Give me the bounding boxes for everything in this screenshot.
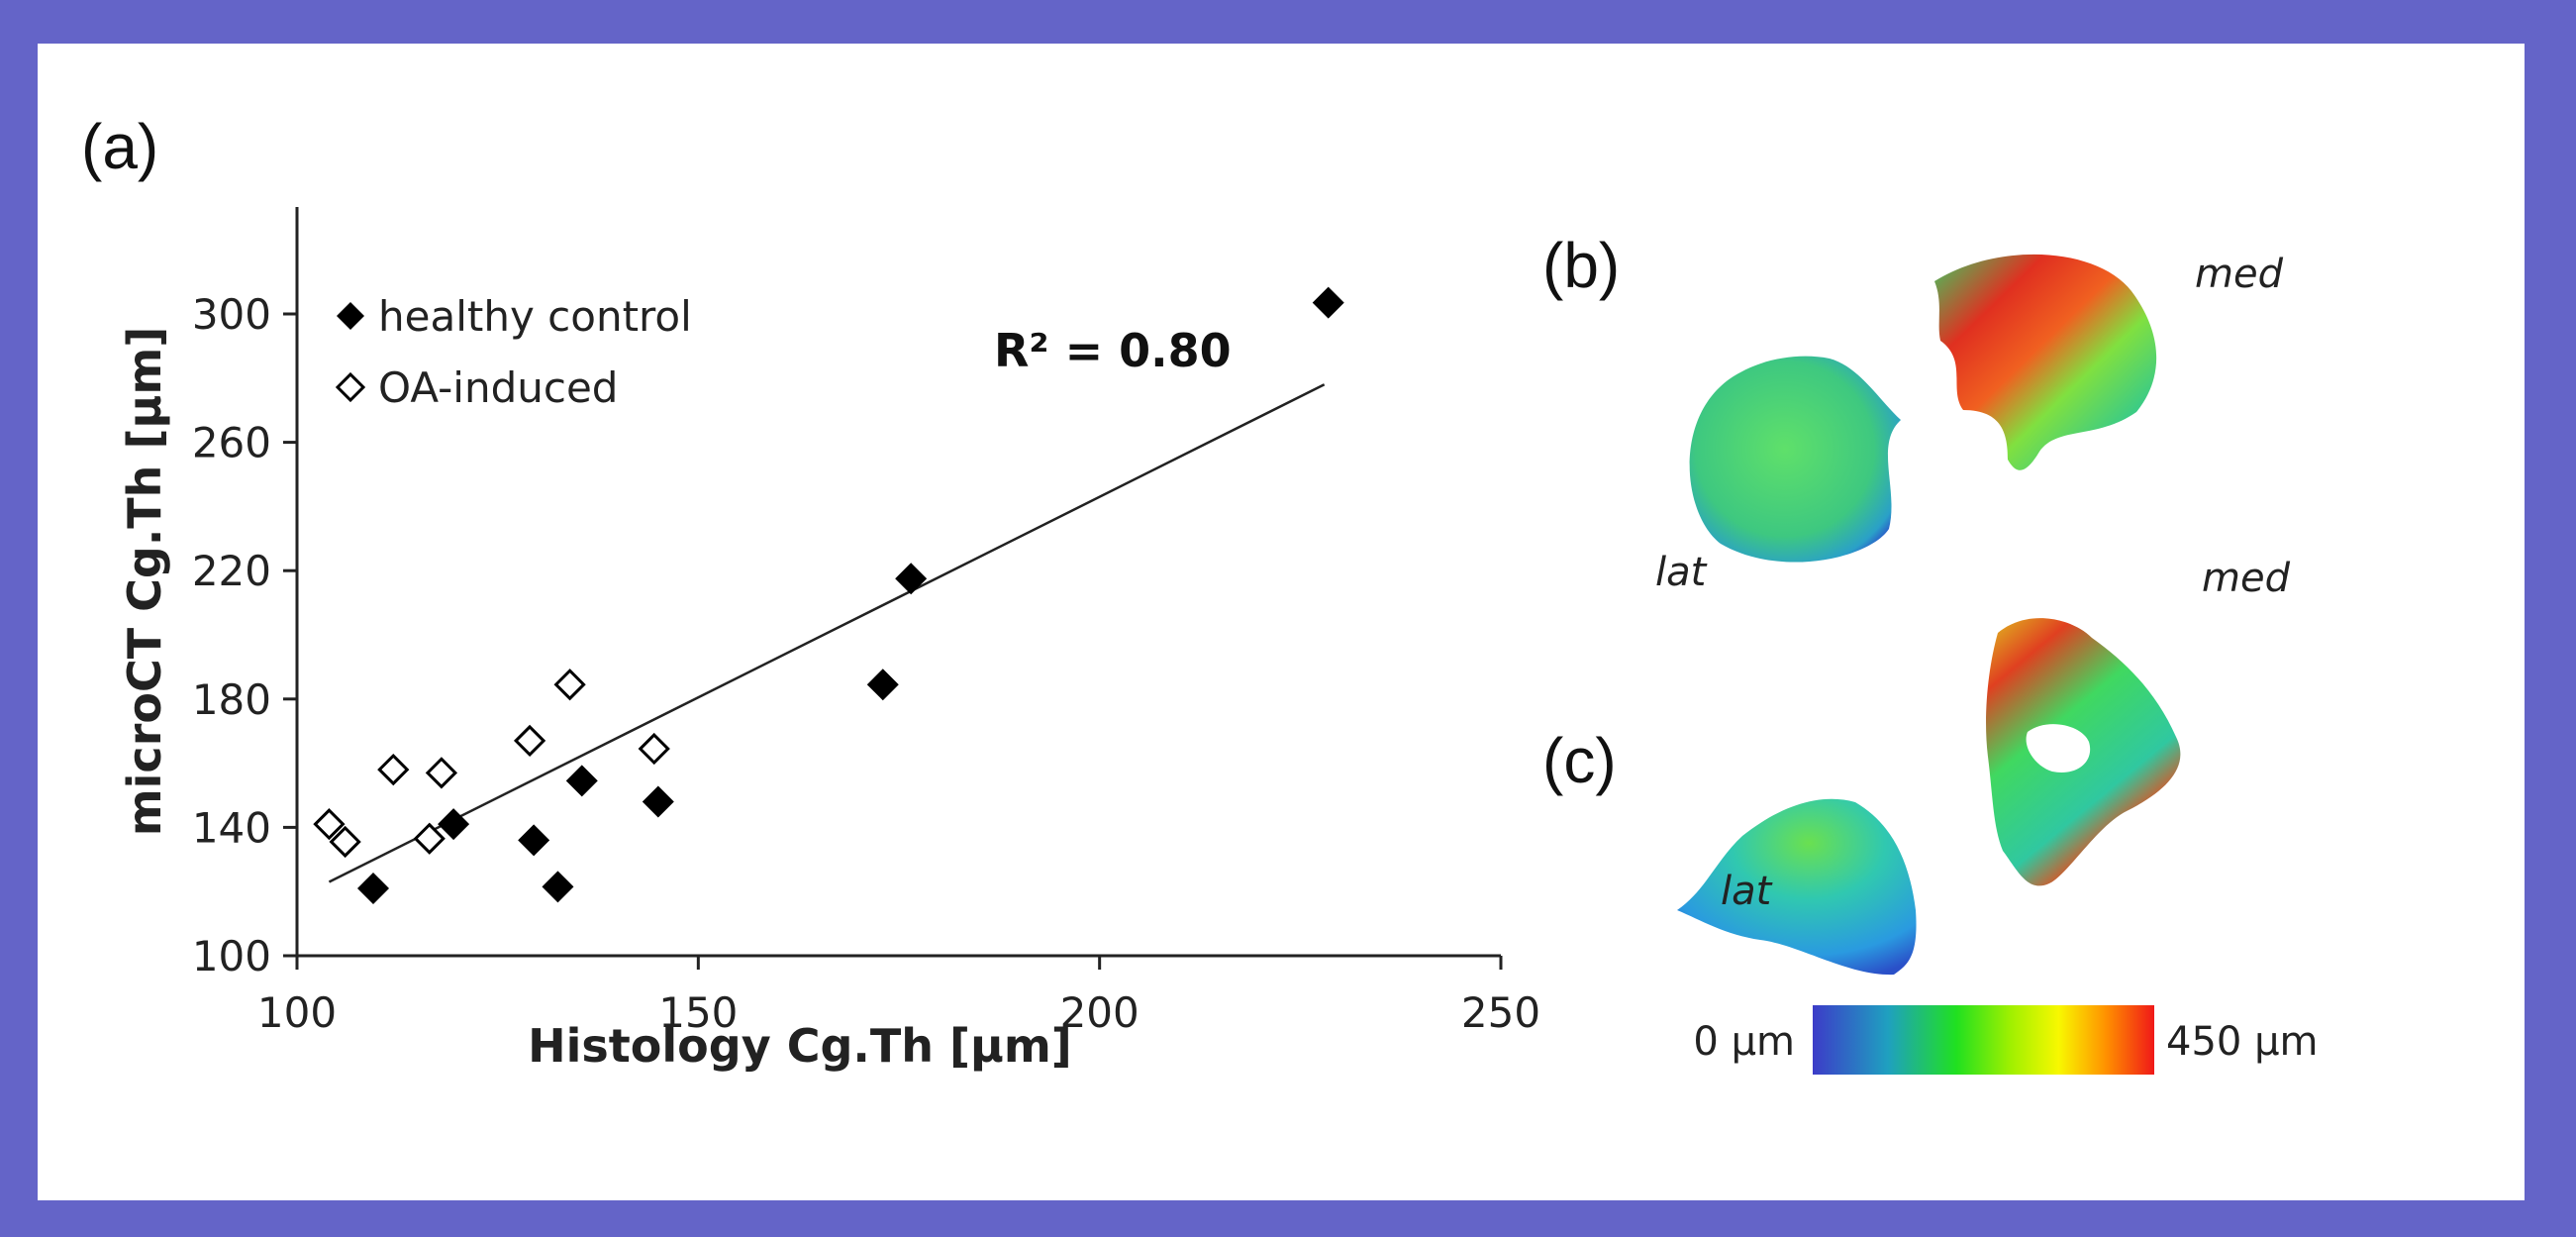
oa-induced-point — [425, 757, 458, 789]
medial-surface-b — [1934, 254, 2157, 470]
y-tick-label: 260 — [192, 419, 271, 467]
colorbar-max-label: 450 μm — [2166, 1019, 2318, 1065]
oa-induced-point — [377, 753, 410, 786]
oa-induced-point — [553, 669, 586, 701]
label-med-b: med — [2195, 252, 2284, 297]
oa-induced-point — [513, 724, 546, 758]
figure-panel: (a) 100 150 200 250 100 140 180 220 260 300 Hist… — [38, 44, 2525, 1200]
y-ticks: 100 140 180 220 260 300 — [192, 290, 297, 980]
x-tick-label: 250 — [1461, 988, 1540, 1037]
healthy-control-point — [866, 669, 899, 701]
data-markers — [313, 286, 1344, 904]
y-tick-label: 220 — [192, 547, 271, 595]
colorbar: 0 μm 450 μm — [1693, 1005, 2318, 1075]
r-squared-annotation: R² = 0.80 — [994, 324, 1232, 377]
lateral-surface-b — [1689, 356, 1901, 563]
healthy-control-point — [518, 824, 550, 857]
legend: healthy control OA-induced — [335, 292, 692, 412]
legend-label-oa: OA-induced — [378, 363, 618, 412]
x-axis-title: Histology Cg.Th [μm] — [528, 1019, 1072, 1073]
label-lat-c: lat — [1721, 869, 1773, 914]
rendering-c: lat med — [1677, 556, 2291, 976]
healthy-control-point — [438, 808, 470, 841]
trendline — [328, 383, 1326, 883]
y-tick-label: 300 — [192, 290, 271, 339]
x-tick-label: 150 — [658, 988, 738, 1037]
rendering-b: lat med — [1655, 252, 2284, 595]
healthy-control-point — [895, 563, 928, 595]
figure-svg: (a) 100 150 200 250 100 140 180 220 260 300 Hist… — [81, 111, 2318, 1075]
oa-induced-point — [313, 808, 346, 841]
x-tick-label: 100 — [257, 988, 337, 1037]
legend-marker-healthy — [337, 302, 364, 330]
oa-induced-point — [413, 822, 446, 855]
panel-label-c: (c) — [1542, 725, 1617, 796]
y-tick-label: 140 — [192, 803, 271, 852]
healthy-control-point — [357, 872, 390, 904]
y-tick-label: 180 — [192, 675, 271, 724]
label-med-c: med — [2202, 556, 2291, 601]
colorbar-min-label: 0 μm — [1693, 1019, 1795, 1065]
y-axis-title: microCT Cg.Th [μm] — [118, 327, 171, 837]
panel-label-b: (b) — [1542, 230, 1620, 301]
colorbar-gradient — [1813, 1005, 2154, 1075]
x-ticks: 100 150 200 250 — [257, 956, 1540, 1037]
y-tick-label: 100 — [192, 932, 271, 980]
lateral-surface-c — [1677, 798, 1917, 976]
label-lat-b: lat — [1655, 550, 1708, 595]
trendline-group — [328, 383, 1326, 883]
healthy-control-point — [1312, 286, 1344, 319]
legend-marker-oa — [335, 371, 366, 403]
x-tick-label: 200 — [1060, 988, 1139, 1037]
medial-surface-c — [1986, 618, 2181, 886]
oa-induced-point — [329, 825, 361, 859]
healthy-control-point — [642, 785, 674, 818]
oa-induced-point — [638, 732, 670, 766]
panel-label-a: (a) — [81, 111, 158, 182]
healthy-control-point — [542, 871, 574, 903]
healthy-control-point — [565, 765, 598, 797]
legend-label-healthy: healthy control — [378, 292, 692, 341]
